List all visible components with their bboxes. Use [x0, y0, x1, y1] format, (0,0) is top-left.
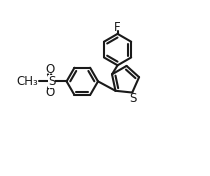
Text: O: O [45, 86, 54, 99]
Text: S: S [48, 75, 55, 88]
Text: F: F [114, 21, 121, 34]
Text: O: O [45, 63, 54, 76]
Text: S: S [129, 92, 137, 105]
Text: CH₃: CH₃ [16, 75, 38, 88]
